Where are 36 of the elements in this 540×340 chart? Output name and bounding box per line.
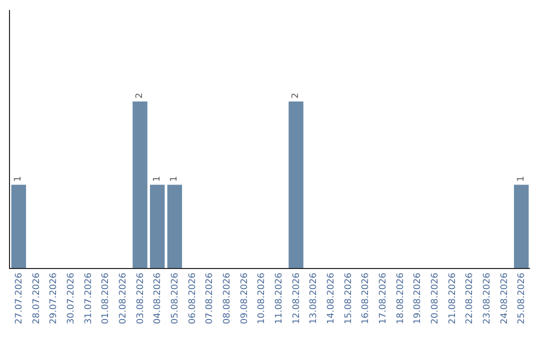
x-tick-label: 04.08.2026 — [153, 272, 164, 324]
x-tick-label: 25.08.2026 — [517, 272, 528, 324]
x-tick-label: 12.08.2026 — [292, 272, 302, 324]
x-tick-label: 13.08.2026 — [309, 272, 320, 324]
data-label: 1 — [170, 176, 180, 182]
x-tick-label: 27.07.2026 — [14, 272, 25, 324]
data-label: 1 — [516, 176, 526, 182]
x-tick-label: 15.08.2026 — [344, 272, 354, 324]
data-label: 1 — [152, 176, 162, 182]
x-tick-label: 09.08.2026 — [240, 272, 250, 324]
x-tick-label: 28.07.2026 — [32, 272, 42, 324]
x-tick-label: 11.08.2026 — [274, 272, 285, 324]
x-tick-label: 19.08.2026 — [413, 272, 424, 324]
x-tick-label: 01.08.2026 — [101, 272, 112, 324]
x-tick-label: 16.08.2026 — [361, 272, 372, 324]
x-tick-label: 23.08.2026 — [482, 272, 493, 324]
x-tick-label: 08.08.2026 — [222, 272, 233, 324]
x-tick-label: 24.08.2026 — [500, 272, 510, 324]
x-tick-label: 06.08.2026 — [188, 272, 198, 324]
x-tick-label: 02.08.2026 — [118, 272, 129, 324]
data-label: 2 — [291, 92, 301, 99]
x-tick-label: 22.08.2026 — [465, 272, 476, 324]
x-tick-label: 20.08.2026 — [430, 272, 441, 324]
data-label: 1 — [14, 176, 24, 182]
x-tick-label: 03.08.2026 — [136, 272, 146, 324]
x-tick-label: 05.08.2026 — [170, 272, 181, 324]
x-tick-label: 30.07.2026 — [66, 272, 77, 324]
x-tick-label: 21.08.2026 — [448, 272, 458, 324]
data-label: 2 — [135, 92, 145, 99]
x-tick-label: 18.08.2026 — [396, 272, 406, 324]
x-tick-label: 29.07.2026 — [49, 272, 60, 324]
x-tick-label: 17.08.2026 — [378, 272, 389, 324]
x-tick-label: 10.08.2026 — [257, 272, 268, 324]
x-tick-label: 14.08.2026 — [326, 272, 337, 324]
x-tick-label: 31.07.2026 — [84, 272, 94, 324]
x-tick-label: 07.08.2026 — [205, 272, 216, 324]
